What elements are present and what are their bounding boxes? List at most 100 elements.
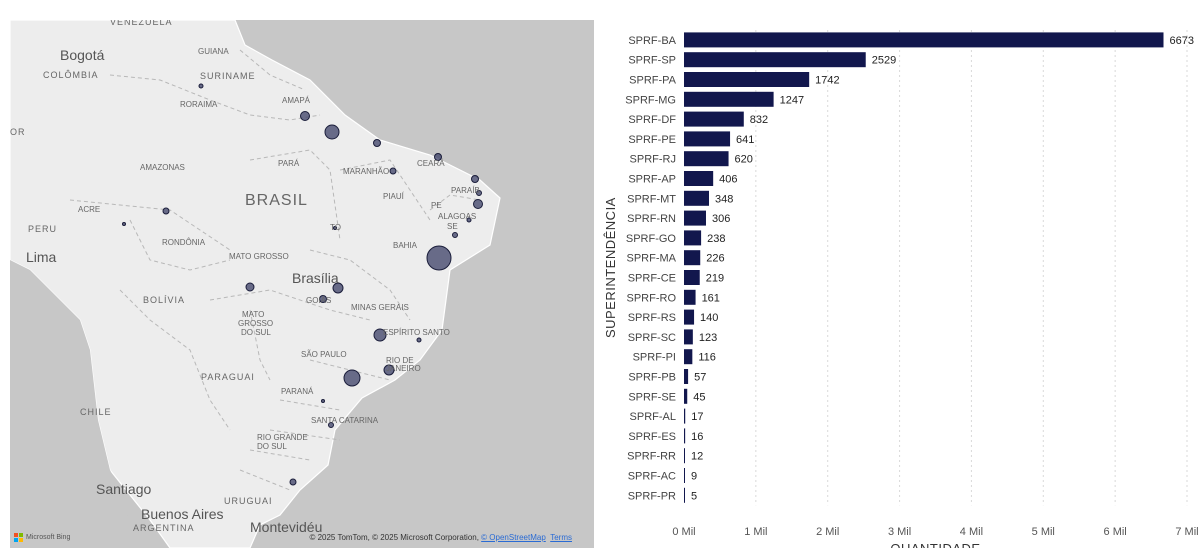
- map-bubble-7: [476, 190, 482, 196]
- bar-value-label: 1247: [780, 94, 804, 106]
- bar-chart-visual[interactable]: SPRF-BA 6673 SPRF-SP 2529 SPRF-PA 1742 SPRF-MG…: [600, 20, 1200, 553]
- category-label: SPRF-PI: [633, 352, 676, 364]
- map-label: Montevidéu: [250, 519, 323, 535]
- map-border-4: [249, 149, 341, 241]
- bar-value-label: 620: [735, 154, 753, 166]
- map-label: BRASIL: [245, 192, 308, 209]
- map-border-6: [309, 249, 411, 321]
- map-bubble-12: [333, 226, 337, 230]
- map-bubble-16: [332, 282, 344, 294]
- map-label: GUIANA: [198, 47, 229, 56]
- x-tick-label: 1 Mil: [744, 526, 767, 538]
- map-label: GROSSO: [238, 319, 274, 328]
- bar: [684, 210, 706, 226]
- bar: [684, 131, 731, 147]
- map-label: URUGUAI: [224, 496, 273, 506]
- x-axis-title: QUANTIDADE: [890, 541, 980, 548]
- map-label: PARANÁ: [281, 387, 314, 396]
- bar: [684, 408, 686, 424]
- map-bubble-11: [122, 222, 126, 226]
- map-label: MINAS GERAIS: [351, 303, 409, 312]
- map-label: BOLÍVIA: [143, 295, 186, 305]
- bar-value-label: 9: [691, 471, 697, 483]
- map-attribution: © 2025 TomTom, © 2025 Microsoft Corporat…: [309, 533, 572, 542]
- map-border-8: [249, 309, 271, 381]
- map-label: ARGENTINA: [133, 523, 195, 533]
- category-label: SPRF-RJ: [630, 154, 676, 166]
- bar: [684, 171, 714, 186]
- map-bubble-18: [373, 328, 387, 342]
- map-label: Buenos Aires: [141, 506, 224, 522]
- map-visual[interactable]: VENEZUELA Bogotá COLÔMBIA GUIANA SURINAME ROR…: [10, 20, 594, 548]
- bar: [684, 369, 689, 384]
- bar: [684, 428, 686, 444]
- bar: [684, 52, 866, 68]
- map-border-5: [339, 159, 431, 221]
- category-label: SPRF-RO: [627, 292, 677, 304]
- x-tick-label: 5 Mil: [1032, 526, 1055, 538]
- bar-value-label: 161: [702, 292, 720, 304]
- map-label: AMAZONAS: [140, 163, 185, 172]
- map-bubble-6: [471, 175, 479, 183]
- map-bubble-15: [245, 282, 255, 292]
- bar: [684, 329, 693, 345]
- map-label: BAHIA: [393, 241, 418, 250]
- land-mass: [10, 20, 501, 548]
- map-bubble-13: [452, 232, 458, 238]
- map-label: RIO GRANDE: [257, 433, 308, 442]
- category-label: SPRF-SC: [628, 332, 676, 344]
- category-label: SPRF-BA: [628, 35, 676, 47]
- bar: [684, 349, 693, 365]
- category-label: SPRF-PA: [629, 75, 677, 87]
- map-border-15: [239, 469, 291, 491]
- bar: [684, 250, 701, 266]
- bar-value-label: 17: [691, 411, 703, 423]
- x-tick-label: 7 Mil: [1175, 526, 1198, 538]
- map-label: GOIÁS: [306, 296, 332, 305]
- category-label: SPRF-ES: [628, 431, 676, 443]
- map-label: PARÁ: [278, 159, 300, 168]
- bar: [684, 487, 685, 503]
- map-label: MARANHÃO: [343, 167, 390, 176]
- bar-value-label: 1742: [815, 75, 839, 87]
- terms-link[interactable]: Terms: [550, 533, 572, 542]
- bar-value-label: 116: [698, 352, 716, 364]
- x-tick-label: 3 Mil: [888, 526, 911, 538]
- bar: [684, 72, 810, 87]
- bar-value-label: 226: [706, 253, 724, 265]
- bar-value-label: 57: [694, 372, 706, 384]
- map-bubble-9: [466, 217, 472, 223]
- bar-value-label: 238: [707, 233, 725, 245]
- map-canvas[interactable]: [10, 20, 594, 548]
- x-tick-label: 4 Mil: [960, 526, 983, 538]
- map-bubble-4: [434, 153, 442, 161]
- map-label: SURINAME: [200, 71, 256, 81]
- map-label: AMAPÁ: [282, 96, 311, 105]
- category-label: SPRF-RR: [627, 451, 676, 463]
- category-label: SPRF-PE: [628, 134, 676, 146]
- map-label: VENEZUELA: [110, 20, 173, 27]
- map-border-10: [279, 399, 341, 411]
- map-label: DO SUL: [257, 442, 287, 451]
- bing-label: Microsoft Bing: [26, 534, 71, 541]
- bar: [684, 190, 710, 206]
- map-border-3: [129, 219, 231, 271]
- map-bubble-21: [383, 364, 395, 376]
- map-label: MATO: [242, 310, 265, 319]
- bar: [684, 468, 685, 483]
- map-label: SANTA CATARINA: [311, 416, 379, 425]
- microsoft-logo-icon: [14, 533, 23, 542]
- bar: [684, 448, 685, 464]
- bar: [684, 270, 700, 285]
- category-label: SPRF-RN: [627, 213, 676, 225]
- map-border-11: [269, 429, 341, 441]
- bar-value-label: 641: [736, 134, 754, 146]
- map-label: RIO DE: [386, 356, 414, 365]
- map-bubble-20: [343, 369, 361, 387]
- bar-value-label: 406: [719, 174, 737, 186]
- map-label: Santiago: [96, 481, 152, 497]
- category-label: SPRF-AC: [628, 471, 676, 483]
- openstreetmap-link[interactable]: © OpenStreetMap: [481, 533, 546, 542]
- map-label: OR: [10, 127, 26, 137]
- x-tick-label: 0 Mil: [672, 526, 695, 538]
